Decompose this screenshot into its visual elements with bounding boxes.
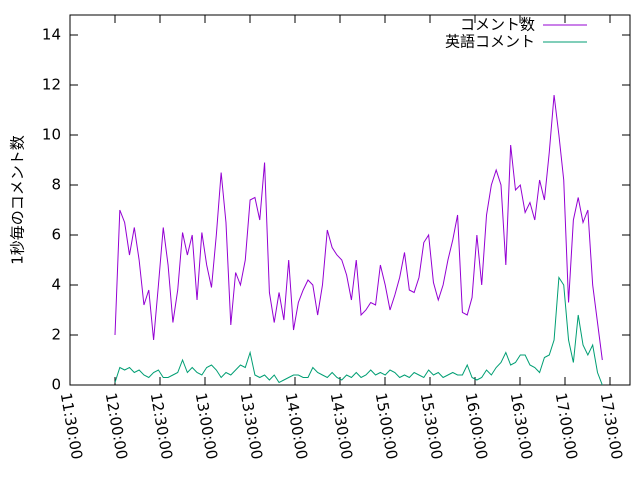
series-line bbox=[114, 94, 603, 361]
x-tick-label: 17:00:00 bbox=[552, 391, 581, 460]
x-tick-label: 12:30:00 bbox=[147, 391, 176, 460]
x-tick-label: 13:30:00 bbox=[237, 391, 266, 460]
x-tick-label: 16:30:00 bbox=[507, 391, 536, 460]
y-tick-label: 6 bbox=[51, 226, 61, 244]
x-tick-label: 13:00:00 bbox=[192, 391, 221, 460]
x-tick-label: 15:30:00 bbox=[417, 391, 446, 460]
x-tick-label: 12:00:00 bbox=[102, 391, 131, 460]
series-line bbox=[114, 275, 603, 386]
x-tick-label: 17:30:00 bbox=[597, 391, 626, 460]
x-tick-label: 15:00:00 bbox=[372, 391, 401, 460]
y-tick-label: 10 bbox=[42, 126, 61, 144]
y-tick-label: 8 bbox=[51, 176, 61, 194]
x-tick-label: 11:30:00 bbox=[57, 391, 86, 460]
x-tick-label: 14:30:00 bbox=[327, 391, 356, 460]
y-tick-label: 2 bbox=[51, 326, 61, 344]
plot-border bbox=[69, 14, 631, 386]
y-tick-label: 14 bbox=[42, 26, 61, 44]
y-axis-label: 1秒毎のコメント数 bbox=[9, 135, 27, 265]
legend-label: コメント数 bbox=[460, 16, 535, 34]
y-tick-label: 4 bbox=[51, 276, 61, 294]
x-tick-label: 16:00:00 bbox=[462, 391, 491, 460]
y-tick-label: 12 bbox=[42, 76, 61, 94]
x-tick-label: 14:00:00 bbox=[282, 391, 311, 460]
y-tick-label: 0 bbox=[51, 376, 61, 394]
legend-label: 英語コメント bbox=[445, 33, 535, 51]
